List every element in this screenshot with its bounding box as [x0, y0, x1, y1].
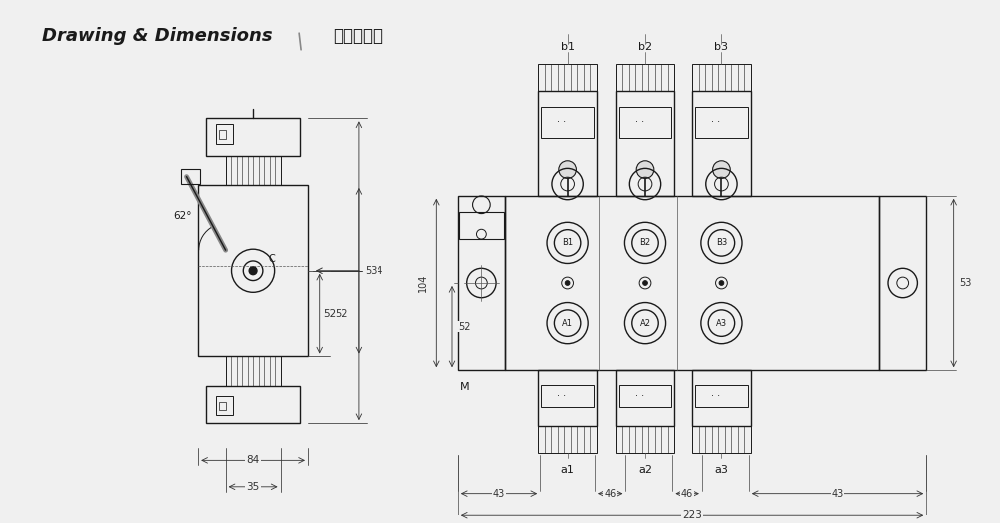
Text: · ·: · · — [635, 391, 644, 401]
Text: B2: B2 — [639, 238, 651, 247]
Bar — [226, 156, 281, 185]
Bar — [216, 124, 233, 144]
Text: 图纸和尺寸: 图纸和尺寸 — [333, 27, 383, 46]
Circle shape — [643, 281, 647, 286]
Bar — [619, 107, 671, 138]
Text: 46: 46 — [604, 488, 616, 498]
Text: K: K — [369, 266, 376, 276]
Text: · ·: · · — [711, 117, 720, 128]
Bar — [692, 426, 751, 453]
Text: Drawing & Dimensions: Drawing & Dimensions — [42, 27, 272, 46]
Text: 43: 43 — [493, 488, 505, 498]
Text: 62°: 62° — [173, 211, 191, 221]
Bar — [879, 196, 926, 370]
Text: 52: 52 — [458, 322, 470, 332]
Bar — [616, 370, 674, 426]
Text: b3: b3 — [714, 42, 728, 52]
Text: A3: A3 — [716, 319, 727, 327]
Text: a2: a2 — [638, 465, 652, 475]
Bar — [695, 385, 748, 406]
Bar — [538, 91, 597, 196]
Text: M: M — [460, 382, 469, 392]
Bar — [692, 370, 751, 426]
Circle shape — [719, 281, 724, 286]
Bar — [692, 63, 751, 91]
Text: 52: 52 — [335, 309, 348, 319]
Text: 104: 104 — [417, 274, 427, 292]
Text: 53: 53 — [365, 266, 377, 276]
Bar — [619, 385, 671, 406]
Bar — [459, 212, 504, 239]
Text: C: C — [269, 254, 276, 264]
Bar — [616, 63, 674, 91]
Bar — [458, 196, 505, 370]
Bar — [538, 63, 597, 91]
Bar — [538, 370, 597, 426]
Text: a3: a3 — [715, 465, 728, 475]
Text: b2: b2 — [638, 42, 652, 52]
Text: 53: 53 — [960, 278, 972, 288]
Bar — [181, 169, 200, 185]
Text: A1: A1 — [562, 319, 573, 327]
Text: A2: A2 — [640, 319, 651, 327]
Circle shape — [713, 161, 730, 178]
Text: · ·: · · — [635, 117, 644, 128]
Bar — [198, 185, 308, 357]
Circle shape — [636, 161, 654, 178]
Text: B1: B1 — [562, 238, 573, 247]
Bar — [226, 357, 281, 386]
Bar — [541, 385, 594, 406]
Bar — [538, 426, 597, 453]
Bar — [505, 196, 879, 370]
Text: 52: 52 — [323, 309, 336, 319]
Text: 223: 223 — [682, 510, 702, 520]
Text: 46: 46 — [681, 488, 693, 498]
Text: B3: B3 — [716, 238, 727, 247]
Bar — [616, 91, 674, 196]
Text: 84: 84 — [246, 456, 260, 465]
Text: a1: a1 — [561, 465, 575, 475]
Bar — [206, 118, 300, 156]
Bar — [616, 426, 674, 453]
Bar — [692, 91, 751, 196]
Circle shape — [559, 161, 576, 178]
Circle shape — [565, 281, 570, 286]
Text: · ·: · · — [557, 117, 566, 128]
Bar — [695, 107, 748, 138]
Text: b1: b1 — [561, 42, 575, 52]
Bar — [216, 396, 233, 415]
Text: · ·: · · — [711, 391, 720, 401]
Text: · ·: · · — [557, 391, 566, 401]
Text: 35: 35 — [246, 482, 260, 492]
Circle shape — [249, 267, 257, 275]
Bar — [219, 402, 226, 411]
Bar — [541, 107, 594, 138]
Text: 104: 104 — [365, 266, 383, 276]
Bar — [206, 386, 300, 423]
Bar — [219, 130, 226, 139]
Text: 43: 43 — [831, 488, 844, 498]
